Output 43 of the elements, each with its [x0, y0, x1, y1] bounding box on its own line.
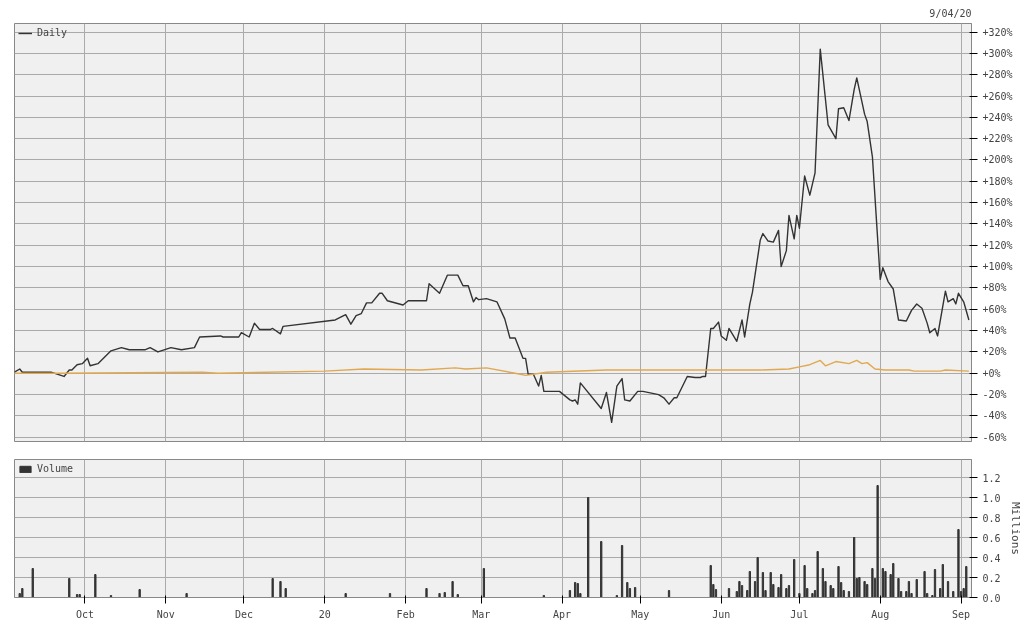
y-tick-label: 0.0 [982, 592, 1001, 604]
y-tick-label: 1.0 [982, 492, 1001, 504]
legend-label: Daily [37, 27, 68, 38]
y-tick-label: +300% [982, 47, 1013, 59]
y-axis-title: Millions [1008, 502, 1022, 555]
y-tick-label: +40% [982, 325, 1007, 337]
y-tick-label: 0.4 [982, 552, 1001, 564]
x-tick-label: Feb [396, 608, 415, 620]
y-tick-label: 0.2 [982, 572, 1001, 584]
y-tick-label: 0.8 [982, 512, 1001, 524]
y-tick-label: +200% [982, 154, 1013, 166]
x-tick-label: Apr [553, 608, 572, 620]
legend-label: Volume [37, 463, 74, 474]
y-tick-label: +320% [982, 26, 1013, 38]
y-tick-label: +240% [982, 111, 1013, 123]
x-tick-label: Jul [790, 608, 809, 620]
x-tick-label: Sep [952, 608, 971, 620]
x-tick-label: Dec [234, 608, 253, 620]
x-tick-label: Nov [156, 608, 175, 620]
y-tick-label: 1.2 [982, 472, 1001, 484]
y-tick-label: +80% [982, 282, 1007, 294]
y-tick-label: 0.6 [982, 532, 1001, 544]
y-tick-label: +160% [982, 197, 1013, 209]
y-tick-label: +20% [982, 346, 1007, 358]
y-tick-label: +60% [982, 303, 1007, 315]
x-tick-label: Aug [871, 608, 890, 620]
y-tick-label: +260% [982, 90, 1013, 102]
y-tick-label: +140% [982, 218, 1013, 230]
y-tick-label: -20% [982, 389, 1007, 401]
y-tick-label: +0% [982, 367, 1001, 379]
x-tick-label: Mar [472, 608, 491, 620]
y-tick-label: -60% [982, 431, 1007, 443]
y-tick-label: +220% [982, 133, 1013, 145]
x-tick-label: Oct [75, 608, 94, 620]
y-tick-label: +100% [982, 261, 1013, 273]
x-tick-label: Jun [712, 608, 731, 620]
y-tick-label: +180% [982, 175, 1013, 187]
y-tick-label: +280% [982, 69, 1013, 81]
y-tick-label: -40% [982, 410, 1007, 422]
text: 9/04/20 [929, 7, 972, 19]
x-tick-label: 20 [318, 608, 331, 620]
x-tick-label: May [631, 608, 650, 620]
y-tick-label: +120% [982, 239, 1013, 251]
